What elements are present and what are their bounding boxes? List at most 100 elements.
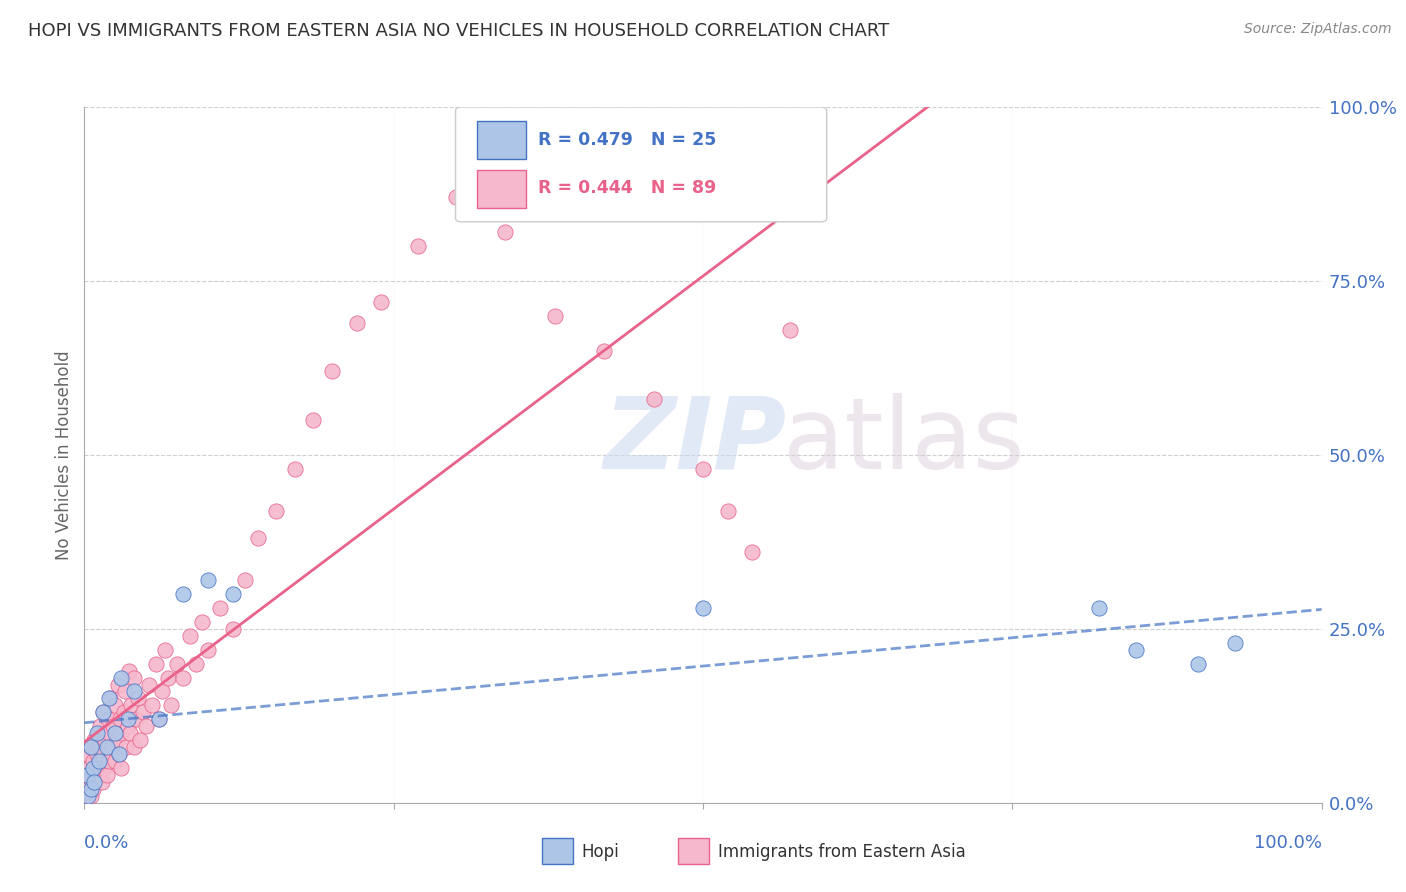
Point xyxy=(157,671,180,685)
Point xyxy=(104,698,127,713)
Point xyxy=(89,768,111,782)
Text: R = 0.444   N = 89: R = 0.444 N = 89 xyxy=(538,179,717,197)
Point xyxy=(98,691,121,706)
Point xyxy=(82,761,104,775)
Point xyxy=(370,294,392,309)
Text: ZIP: ZIP xyxy=(605,392,787,490)
Point xyxy=(717,503,740,517)
Point xyxy=(166,657,188,671)
Point xyxy=(82,781,104,796)
Point xyxy=(1187,657,1209,671)
Point xyxy=(117,712,139,726)
Point xyxy=(233,573,256,587)
Point xyxy=(101,719,124,733)
Point xyxy=(110,671,132,685)
Point xyxy=(114,684,136,698)
Point xyxy=(122,671,145,685)
Point xyxy=(83,768,105,782)
Point xyxy=(105,733,128,747)
Point xyxy=(77,781,100,796)
Point xyxy=(110,712,132,726)
Point xyxy=(84,775,107,789)
Point xyxy=(87,726,110,740)
Point xyxy=(83,775,105,789)
Text: Hopi: Hopi xyxy=(582,843,620,861)
Point xyxy=(145,657,167,671)
Point xyxy=(741,545,763,559)
Point xyxy=(141,698,163,713)
Point xyxy=(89,754,111,768)
Point xyxy=(160,698,183,713)
Point xyxy=(209,601,232,615)
FancyBboxPatch shape xyxy=(477,169,526,208)
Point xyxy=(302,413,325,427)
Point xyxy=(222,622,245,636)
Point xyxy=(692,601,714,615)
Point xyxy=(593,343,616,358)
Point xyxy=(184,657,207,671)
Point xyxy=(110,761,132,775)
Point xyxy=(150,684,173,698)
Point xyxy=(89,740,111,755)
Point xyxy=(197,573,219,587)
Point xyxy=(98,726,121,740)
Point xyxy=(86,747,108,761)
FancyBboxPatch shape xyxy=(456,107,827,222)
Point xyxy=(321,364,343,378)
Point xyxy=(91,706,114,720)
Point xyxy=(94,733,117,747)
Point xyxy=(1125,642,1147,657)
Point xyxy=(108,747,131,761)
Point xyxy=(148,712,170,726)
Point xyxy=(107,677,129,691)
Point xyxy=(93,761,115,775)
Point xyxy=(91,706,114,720)
Point xyxy=(79,740,101,755)
Point xyxy=(408,239,430,253)
Point xyxy=(444,190,467,204)
Point xyxy=(605,184,627,198)
Point xyxy=(222,587,245,601)
Point xyxy=(120,698,142,713)
Point xyxy=(172,671,194,685)
Point xyxy=(108,747,131,761)
Point xyxy=(148,712,170,726)
Point xyxy=(76,768,98,782)
Point xyxy=(179,629,201,643)
Point xyxy=(129,733,152,747)
Point xyxy=(117,719,139,733)
Point xyxy=(125,712,148,726)
Point xyxy=(90,775,112,789)
FancyBboxPatch shape xyxy=(678,838,709,864)
Point xyxy=(98,754,121,768)
Point xyxy=(264,503,287,517)
Point xyxy=(104,754,127,768)
Point xyxy=(643,392,665,407)
Point xyxy=(127,691,149,706)
FancyBboxPatch shape xyxy=(543,838,574,864)
Point xyxy=(83,733,105,747)
Point xyxy=(97,712,120,726)
Point xyxy=(79,740,101,755)
Point xyxy=(543,309,565,323)
Point xyxy=(779,323,801,337)
Point xyxy=(172,587,194,601)
Point xyxy=(131,706,153,720)
Point xyxy=(284,462,307,476)
Point xyxy=(112,706,135,720)
Point xyxy=(494,225,516,239)
Point xyxy=(98,691,121,706)
Point xyxy=(118,664,141,678)
Point xyxy=(89,754,111,768)
Point xyxy=(79,781,101,796)
Point xyxy=(346,316,368,330)
Point xyxy=(96,740,118,755)
Point xyxy=(77,789,100,803)
Point xyxy=(96,768,118,782)
Text: 0.0%: 0.0% xyxy=(84,834,129,852)
Point xyxy=(1223,636,1246,650)
Point xyxy=(82,754,104,768)
Point xyxy=(120,726,142,740)
Point xyxy=(122,684,145,698)
Point xyxy=(138,677,160,691)
